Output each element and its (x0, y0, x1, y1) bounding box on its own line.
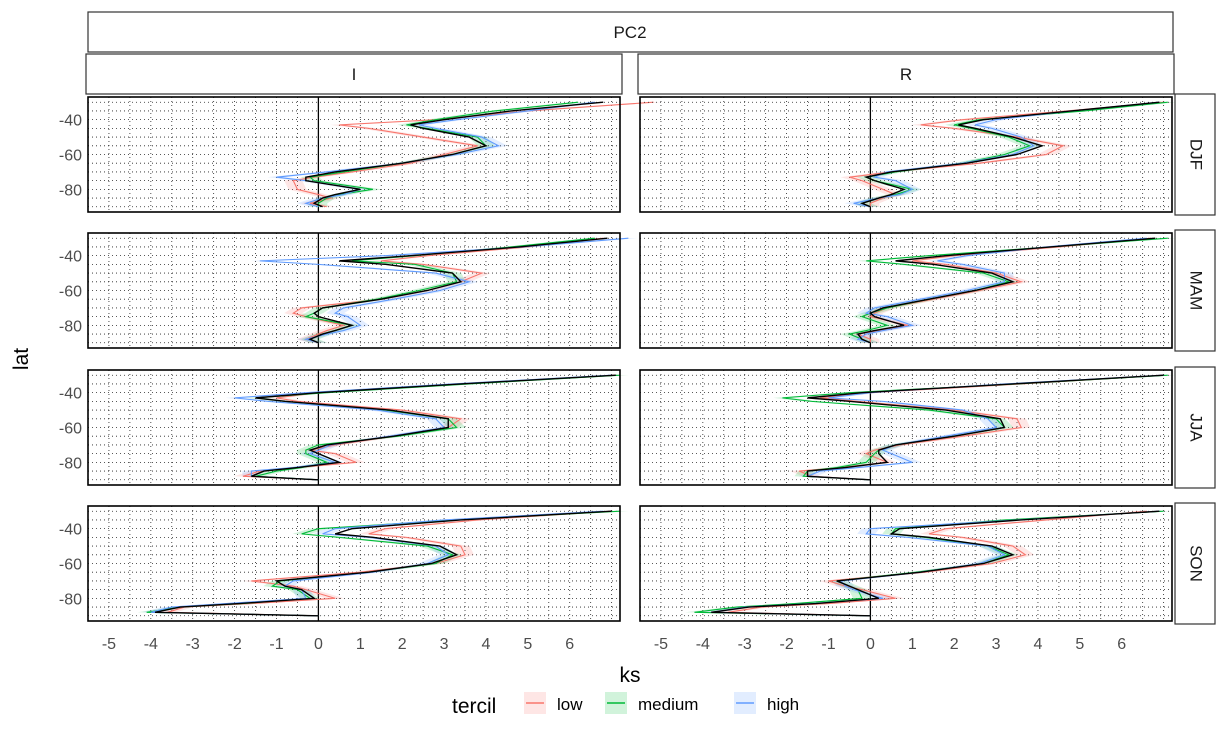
panel-border (87, 369, 621, 486)
panel-DJF-I: -40 -60 -80 (59, 96, 663, 213)
column-strip-label: R (900, 65, 912, 84)
x-tick-label: 3 (440, 636, 449, 653)
x-tick-label: 3 (992, 636, 1001, 653)
legend: tercil low medium high (452, 692, 799, 718)
series-line-all (308, 237, 608, 344)
series-line-high (856, 237, 1147, 344)
column-strip-I (85, 53, 623, 95)
x-tick-label: 2 (398, 636, 407, 653)
x-tick-label: -2 (779, 636, 793, 653)
ribbon-high (848, 238, 1156, 343)
series-line-all (251, 374, 616, 481)
x-tick-label: -5 (654, 636, 668, 653)
panel-border (87, 96, 621, 213)
x-tick-label: -4 (144, 636, 158, 653)
x-tick-label: 2 (950, 636, 959, 653)
series-line-low (292, 101, 654, 208)
x-tick-label: -1 (269, 636, 283, 653)
row-strip-label: SON (1187, 545, 1206, 582)
y-tick-label: -60 (59, 284, 82, 301)
series-line-all (859, 101, 1160, 208)
ribbon-medium (137, 511, 629, 616)
y-tick-label: -60 (59, 148, 82, 165)
y-tick-label: -40 (59, 522, 82, 539)
panel-JJA-I: -40 -60 -80 (59, 369, 629, 486)
ribbon-high (225, 375, 621, 480)
series-line-high (807, 374, 1164, 481)
row-strip-label: JJA (1187, 413, 1206, 442)
x-tick-label: 6 (565, 636, 574, 653)
x-tick-label: -4 (696, 636, 710, 653)
series-line-all (305, 101, 604, 208)
x-tick-label: 0 (866, 636, 875, 653)
series-line-low (167, 510, 612, 617)
panel-border (639, 96, 1173, 213)
top-strip (87, 11, 1174, 53)
series-line-all (154, 510, 612, 617)
top-strip-label: PC2 (613, 23, 646, 42)
panel-border (639, 505, 1173, 622)
ribbon-low (718, 511, 1156, 616)
y-axis-title: lat (10, 348, 33, 370)
ribbon-high (844, 102, 1169, 207)
series-line-low (242, 374, 616, 481)
x-tick-label: 4 (481, 636, 490, 653)
panel-MAM-I: -40 -60 -80 (59, 232, 638, 349)
x-tick-label: 5 (1075, 636, 1084, 653)
y-tick-label: -80 (59, 591, 82, 608)
row-strip-label: MAM (1187, 271, 1206, 311)
row-strip-label: DJF (1187, 139, 1206, 170)
series-line-high (259, 237, 629, 344)
x-axis-title: ks (620, 664, 641, 687)
row-strip-JJA (1174, 366, 1216, 489)
x-tick-label: 5 (523, 636, 532, 653)
y-tick-label: -80 (59, 455, 82, 472)
x-tick-label: 1 (356, 636, 365, 653)
x-tick-label: -2 (227, 636, 241, 653)
y-tick-label: -60 (59, 421, 82, 438)
y-tick-label: -40 (59, 113, 82, 130)
x-tick-label: -5 (102, 636, 116, 653)
x-tick-label: 0 (314, 636, 323, 653)
legend-label-low: low (557, 695, 583, 714)
ribbon-high (267, 102, 604, 207)
panel-SON-I: -40 -60 -80 -5 -4 -3 -2 -1 0 1 2 3 4 5 6 (59, 505, 629, 653)
y-tick-label: -60 (59, 557, 82, 574)
panel-DJF-R (639, 96, 1177, 213)
x-tick-label: -3 (738, 636, 752, 653)
column-strip-R (637, 53, 1175, 95)
x-tick-label: 1 (908, 636, 917, 653)
x-tick-label: 6 (1117, 636, 1126, 653)
panel-border (87, 505, 621, 622)
y-tick-label: -40 (59, 386, 82, 403)
x-tick-label: 4 (1033, 636, 1042, 653)
y-tick-label: -80 (59, 182, 82, 199)
row-strip-DJF (1174, 93, 1216, 216)
x-tick-label: -3 (186, 636, 200, 653)
panel-MAM-R (639, 232, 1177, 349)
y-tick-label: -80 (59, 318, 82, 335)
y-tick-label: -40 (59, 249, 82, 266)
legend-label-medium: medium (638, 695, 698, 714)
legend-title: tercil (452, 695, 496, 718)
row-strip-SON (1174, 502, 1216, 625)
panel-SON-R: -5 -4 -3 -2 -1 0 1 2 3 4 5 6 (639, 505, 1173, 653)
panel-border (639, 369, 1173, 486)
series-line-all (806, 374, 1164, 481)
panel-border (87, 232, 621, 349)
row-strip-MAM (1174, 229, 1216, 352)
series-line-all (711, 510, 1160, 617)
ribbon-low (284, 238, 613, 343)
panel-JJA-R (639, 369, 1177, 486)
ribbon-low (284, 102, 663, 207)
x-tick-label: -1 (821, 636, 835, 653)
panel-border (639, 232, 1173, 349)
ribbon-low (158, 511, 621, 616)
series-line-all (856, 237, 1156, 344)
column-strip-label: I (352, 65, 357, 84)
legend-label-high: high (767, 695, 799, 714)
